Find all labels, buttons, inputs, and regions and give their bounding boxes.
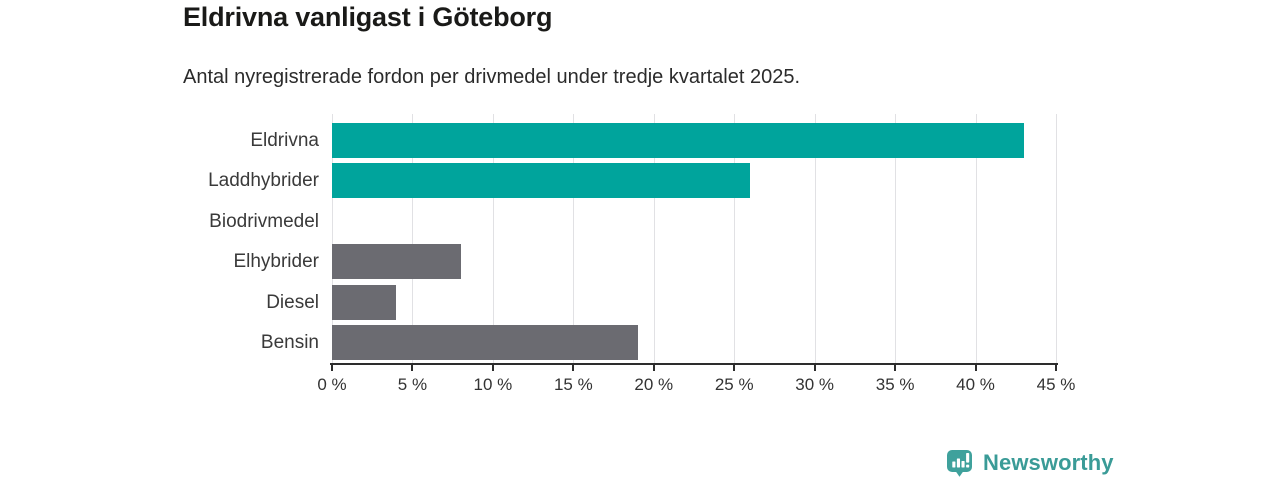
- plot-area: [332, 114, 1057, 364]
- bar-diesel: [332, 284, 397, 320]
- gridline-40: [975, 114, 977, 364]
- category-label-biodrivmedel: Biodrivmedel: [209, 210, 319, 232]
- gridline-10: [492, 114, 494, 364]
- chart-title: Eldrivna vanligast i Göteborg: [183, 2, 553, 32]
- bar-elhybrider: [332, 244, 461, 279]
- x-tick-label-5: 5 %: [397, 375, 428, 394]
- x-tick-mark-0: [331, 363, 333, 371]
- category-label-bensin: Bensin: [260, 332, 319, 353]
- x-tick-mark-30: [813, 363, 816, 371]
- x-tick-label-40: 40 %: [956, 375, 995, 394]
- gridline-20: [653, 114, 655, 364]
- x-tick-mark-40: [974, 363, 977, 371]
- x-tick-mark-45: [1055, 363, 1057, 371]
- chart-subtitle: Antal nyregistrerade fordon per drivmede…: [183, 66, 801, 88]
- x-tick-mark-25: [733, 363, 736, 371]
- category-label-diesel: Diesel: [266, 291, 319, 313]
- category-label-laddhybrider: Laddhybrider: [208, 170, 319, 191]
- category-label-elhybrider: Elhybrider: [233, 251, 319, 272]
- x-tick-mark-15: [572, 363, 575, 371]
- x-axis-line: [330, 363, 1058, 365]
- x-tick-mark-20: [652, 363, 655, 371]
- x-tick-label-30: 30 %: [795, 375, 835, 394]
- newsworthy-icon: [947, 450, 972, 477]
- gridline-45: [1056, 114, 1057, 364]
- gridline-5: [412, 114, 414, 364]
- x-tick-label-0: 0 %: [317, 375, 347, 394]
- category-label-eldrivna: Eldrivna: [250, 129, 319, 151]
- x-tick-label-10: 10 %: [473, 375, 513, 394]
- gridline-25: [734, 114, 736, 364]
- x-tick-mark-35: [894, 363, 897, 371]
- bar-laddhybrider: [332, 163, 751, 198]
- x-tick-label-25: 25 %: [714, 375, 754, 394]
- gridline-35: [895, 114, 897, 364]
- x-tick-label-35: 35 %: [875, 375, 915, 394]
- x-tick-label-20: 20 %: [634, 375, 674, 394]
- bar-eldrivna: [332, 122, 1024, 158]
- x-tick-mark-10: [491, 363, 494, 371]
- gridline-0: [332, 114, 333, 364]
- bar-bensin: [332, 325, 638, 360]
- newsworthy-logo: Newsworthy: [945, 448, 1114, 478]
- newsworthy-wordmark: Newsworthy: [983, 450, 1114, 475]
- x-tick-label-15: 15 %: [553, 375, 593, 394]
- x-tick-label-45: 45 %: [1036, 375, 1076, 394]
- gridline-30: [814, 114, 816, 364]
- x-tick-mark-5: [411, 363, 414, 371]
- gridline-15: [573, 114, 575, 364]
